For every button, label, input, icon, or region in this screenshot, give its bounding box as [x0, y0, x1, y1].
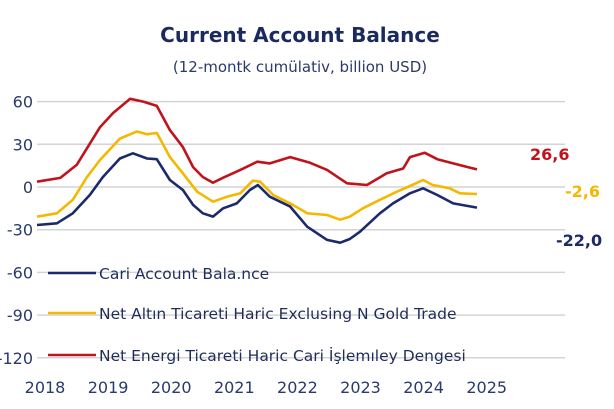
x-tick-label: 2019 — [88, 378, 129, 397]
end-value-label: -2,6 — [565, 182, 600, 201]
y-tick-label: -60 — [7, 263, 33, 282]
legend-label: Net Altın Ticareti Haric Exclusing N Gol… — [99, 305, 457, 323]
y-tick-label: 30 — [13, 135, 33, 154]
series-line — [36, 97, 478, 187]
x-tick-label: 2021 — [214, 378, 255, 397]
y-tick-label: -120 — [0, 349, 33, 368]
x-tick-label: 2020 — [151, 378, 192, 397]
y-tick-label: 60 — [13, 93, 33, 112]
series-line — [36, 152, 478, 244]
x-tick-label: 2022 — [277, 378, 318, 397]
y-tick-label: -30 — [7, 221, 33, 240]
x-tick-label: 2025 — [466, 378, 507, 397]
x-tick-label: 2018 — [25, 378, 66, 397]
chart-title: Current Account Balance — [160, 23, 440, 47]
x-tick-label: 2024 — [403, 378, 444, 397]
end-value-label: 26,6 — [530, 145, 569, 164]
legend-label: Cari Account Bala.nce — [99, 265, 269, 283]
x-tick-label: 2023 — [340, 378, 381, 397]
chart-subtitle: (12-montk cumülativ, billion USD) — [173, 58, 427, 76]
series-line — [36, 130, 478, 221]
legend-label: Net Energi Ticareti Haric Cari İşlemıley… — [99, 346, 466, 365]
end-value-label: -22,0 — [556, 231, 602, 250]
y-tick-label: -90 — [7, 306, 33, 325]
y-tick-label: 0 — [23, 178, 33, 197]
